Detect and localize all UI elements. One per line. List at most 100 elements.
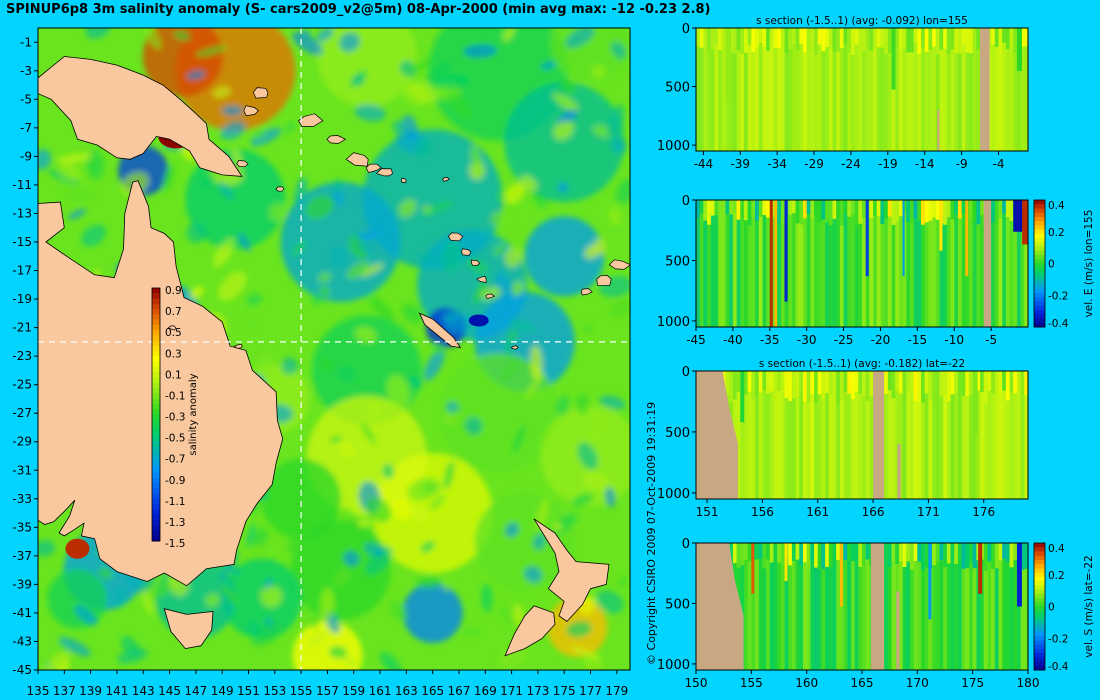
map-field-eddy [62,189,95,200]
vel-e-section-surface-cell [880,200,885,225]
colorbar-swatch [1034,631,1045,637]
map-field-eddy [447,91,472,119]
s-section-lon-surface-cell [943,28,948,49]
vel-s-section-surface-cell [769,543,775,563]
vel-s-section-surface-cell [736,543,741,568]
s-section-lon-column [703,42,708,151]
vel-s-section-surface-cell [780,543,786,566]
vel-e-section-column [935,212,941,327]
vel-s-section-x-tick-label: 165 [851,676,874,690]
vel-e-section-surface-cell [1009,200,1014,221]
colorbar-swatch [1034,636,1045,641]
map-field-eddy [285,122,295,133]
vel-e-section-surface-cell [932,200,937,218]
map-field-eddy [302,29,311,37]
s-section-lon-surface-cell [873,28,878,50]
s-section-lon-column [887,42,893,151]
vel-e-section-streak [769,200,773,327]
map-field-eddy [444,312,474,334]
s-section-lon-column [736,42,741,151]
s-section-lon-surface-cell [806,28,811,54]
map-x-tick-label: 157 [316,684,339,698]
vel-e-section-surface-cell [994,200,1000,224]
s-section-lon-surface-cell [821,28,826,52]
s-section-lon-column [1013,42,1018,151]
colorbar-swatch [152,467,160,473]
vel-s-section-surface-cell [954,543,959,564]
vel-s-section-column [788,558,793,670]
s-section-lon-surface-cell [718,28,723,51]
vel-e-section-streak [774,200,778,327]
vel-s-section-surface-cell [898,543,904,562]
map-field-eddy [38,540,56,557]
vel-e-section-column [729,212,734,327]
s-section-lon-column [891,42,896,151]
colorbar-swatch [152,461,160,468]
s-section-lon-column [802,42,808,151]
s-section-lat-column [1005,390,1011,499]
island-land [345,152,369,167]
colorbar-swatch [152,356,160,363]
map-x-tick-label: 159 [342,684,365,698]
colorbar-swatch [152,414,160,421]
colorbar-tick-label: 0.4 [1048,200,1065,212]
s-section-lat-surface-cell [998,371,1003,395]
map-field-eddy [328,645,348,659]
s-section-lon-x-tick-label: -4 [993,157,1005,171]
s-section-lon-column [873,42,878,151]
s-section-lat-column [817,390,823,499]
map-field-eddy [260,586,282,607]
map-field-eddy [213,238,235,268]
map-x-tick-label: 165 [421,684,444,698]
map-x-tick-label: 145 [158,684,181,698]
vel-s-section-surface-cell [777,543,782,563]
colorbar-tick-label: -1.5 [165,538,186,550]
vel-e-section-column [766,212,771,327]
map-field-eddy [611,137,627,155]
colorbar-swatch [1034,543,1045,548]
s-section-lat-column [954,390,959,499]
colorbar-swatch [1034,267,1045,273]
map-field-eddy [500,357,522,382]
s-section-lon-column [928,42,933,151]
map-y-tick-label: -11 [12,178,32,192]
colorbar-swatch [152,430,160,437]
colorbar-swatch [1034,614,1045,620]
map-y-tick-label: -31 [12,463,32,477]
s-section-lon-column [758,42,763,151]
s-section-lon-column [766,42,771,151]
vel-s-section-column [1020,558,1025,670]
colorbar-tick-label: 0.9 [165,285,182,297]
vel-s-section-surface-cell [828,543,834,568]
vel-e-section-x-tick-label: -25 [834,333,854,347]
vel-e-section-column [898,212,904,327]
s-section-lon-surface-cell [998,28,1003,55]
colorbar-swatch [152,472,160,479]
vel-e-section-column [972,212,977,327]
map-field-eddy [531,388,549,404]
colorbar-swatch [1034,288,1045,294]
vel-s-section-column [909,558,915,670]
map-field-eddy [392,120,404,134]
map-y-tick-label: -19 [12,292,32,306]
s-section-lon-column [821,42,826,151]
vel-e-section-surface-cell [972,200,977,222]
s-section-lon-column [1009,42,1014,151]
vel-s-section-x-tick-label: 155 [740,676,763,690]
vel-e-section-surface-cell [858,200,863,224]
s-section-lon-column [795,42,800,151]
vel-s-section-surface-cell [895,543,900,564]
vel-e-section-surface-cell [755,200,760,221]
vel-e-section-surface-cell [699,200,704,214]
s-section-lon-surface-cell [747,28,752,45]
map-field-patch [65,538,90,559]
vel-s-section-column [980,558,985,670]
vel-s-section-surface-cell [810,543,815,561]
colorbar-swatch [1034,284,1045,290]
s-section-lat-column [740,390,745,499]
map-y-tick-label: -41 [12,606,32,620]
s-section-lat-surface-cell [902,371,907,402]
colorbar-swatch [1034,276,1045,281]
vel-s-section-streak [1016,543,1022,607]
vel-s-section-column [784,558,789,670]
